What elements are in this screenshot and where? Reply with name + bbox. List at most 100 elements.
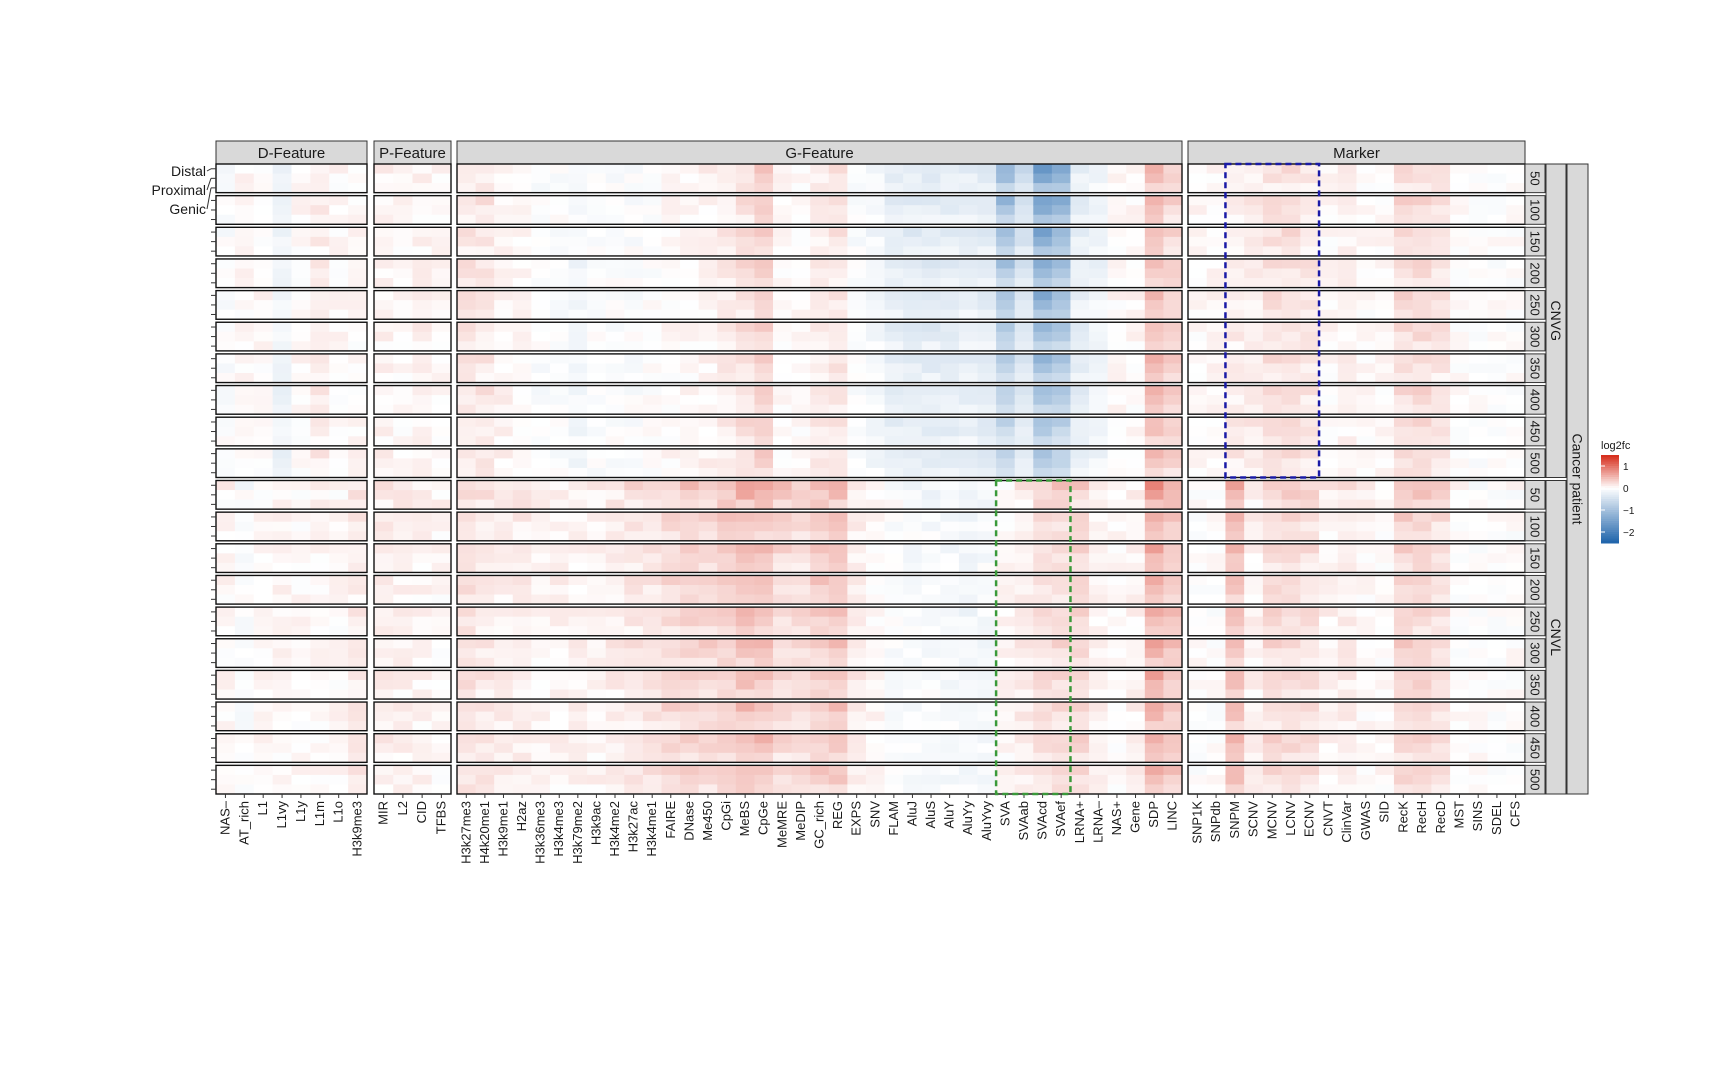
heatmap-cell-cnvg-500-gwas-proximal — [1356, 458, 1376, 469]
heatmap-cell-cnvg-100-me450-proximal — [698, 205, 718, 216]
heatmap-cell-cnvg-300-h3k79me2-distal — [568, 322, 588, 333]
heatmap-cell-cnvg-500-l1m-proximal — [310, 458, 330, 469]
heatmap-cell-cnvg-200-sdel-distal — [1487, 258, 1507, 269]
heatmap-cell-cnvg-300-medip-distal — [791, 322, 811, 333]
heatmap-cell-cnvg-150-reck-proximal — [1393, 236, 1414, 247]
heatmap-cell-cnvl-500-l1vy-distal — [272, 765, 292, 776]
heatmap-cell-cnvg-250-me450-genic — [698, 309, 718, 320]
heatmap-cell-cnvg-500-svaef-genic — [1051, 467, 1071, 478]
heatmap-cell-cnvg-200-gc-rich-proximal — [810, 268, 830, 279]
heatmap-cell-cnvl-100-h2az-genic — [512, 531, 532, 542]
heatmap-cell-cnvg-450-memre-distal — [773, 417, 793, 428]
heatmap-cell-cnvl-500-at-rich-distal — [234, 765, 255, 776]
heatmap-cell-cnvl-100-h4k20me1-genic — [475, 531, 495, 542]
heatmap-cell-cnvl-50-cfs-proximal — [1506, 490, 1526, 500]
heatmap-cell-cnvl-400-h3k27ac-distal — [624, 702, 644, 712]
heatmap-cell-cnvg-150-cfs-proximal — [1506, 236, 1526, 247]
heatmap-cell-cnvg-400-mir-proximal — [374, 395, 394, 406]
heatmap-cell-cnvg-100-svaab-distal — [1014, 195, 1034, 206]
heatmap-cell-cnvl-300-l1m-genic — [310, 657, 330, 668]
heatmap-cell-cnvl-150-linc-genic — [1163, 562, 1183, 573]
heatmap-cell-cnvl-400-sdel-proximal — [1487, 711, 1507, 722]
heatmap-cell-cnvg-250-l1y-genic — [291, 309, 311, 320]
heatmap-cell-cnvl-350-gc-rich-genic — [810, 689, 830, 700]
heatmap-cell-cnvg-50-ecnv-distal — [1300, 164, 1320, 174]
heatmap-cell-cnvg-400-reck-distal — [1393, 385, 1414, 396]
heatmap-cell-cnvl-500-cpge-genic — [754, 784, 774, 795]
heatmap-cell-cnvl-450-l1-proximal — [253, 743, 274, 754]
heatmap-cell-cnvg-350-cnvt-genic — [1319, 373, 1339, 383]
heatmap-cell-cnvg-300-cpge-proximal — [754, 331, 774, 342]
heatmap-cell-cnvg-150-h3k79me2-proximal — [568, 236, 588, 247]
heatmap-cell-cnvl-450-clinvar-genic — [1337, 752, 1357, 763]
heatmap-cell-cnvg-300-h3k27me3-proximal — [457, 331, 476, 342]
x-tick-label-snv: SNV — [867, 801, 882, 828]
heatmap-cell-cnvl-300-h3k4me2-proximal — [605, 648, 625, 659]
heatmap-cell-cnvg-250-aluj-genic — [903, 309, 923, 320]
heatmap-cell-cnvl-500-h3k79me2-distal — [568, 765, 588, 776]
heatmap-cell-cnvl-250-h4k20me1-distal — [475, 607, 495, 618]
heatmap-cell-cnvg-450-gc-rich-genic — [810, 436, 830, 447]
heatmap-cell-cnvl-500-reg-distal — [828, 765, 848, 776]
heatmap-cell-cnvl-450-h3k4me2-genic — [605, 752, 625, 763]
heatmap-cell-cnvl-100-sins-genic — [1468, 531, 1488, 542]
heatmap-cell-cnvl-200-l1-genic — [253, 594, 274, 605]
heatmap-cell-cnvg-50-reck-proximal — [1393, 173, 1414, 184]
heatmap-cell-cnvg-350-ecnv-genic — [1300, 373, 1320, 383]
heatmap-cell-cnvl-200-at-rich-genic — [234, 594, 255, 605]
heatmap-cell-cnvl-400-aluyvy-genic — [977, 721, 997, 732]
heatmap-cell-cnvl-300-medip-distal — [791, 638, 811, 649]
heatmap-cell-cnvg-200-h3k4me1-distal — [642, 258, 662, 269]
size-strip-label: 250 — [1528, 611, 1543, 633]
heatmap-cell-cnvg-450-sins-genic — [1468, 436, 1488, 447]
heatmap-cell-cnvl-150-nas-distal — [216, 543, 236, 554]
heatmap-cell-cnvl-450-medip-proximal — [791, 743, 811, 754]
heatmap-cell-cnvg-500-cid-proximal — [412, 458, 433, 469]
heatmap-cell-cnvl-200-aluyvy-distal — [977, 575, 997, 586]
heatmap-cell-cnvg-200-lcnv-distal — [1281, 258, 1301, 269]
heatmap-cell-cnvg-350-mst-genic — [1450, 373, 1470, 383]
heatmap-cell-cnvg-500-mst-distal — [1450, 448, 1470, 459]
heatmap-cell-cnvl-450-reck-proximal — [1393, 743, 1414, 754]
heatmap-cell-cnvl-300-sid-distal — [1375, 638, 1395, 649]
heatmap-cell-cnvg-350-h2az-genic — [512, 373, 532, 383]
heatmap-cell-cnvl-250-snp1k-genic — [1188, 626, 1208, 637]
heatmap-cell-cnvl-400-alus-genic — [921, 721, 941, 732]
heatmap-cell-cnvl-350-reck-genic — [1393, 689, 1414, 700]
heatmap-cell-cnvl-200-l1o-genic — [329, 594, 349, 605]
heatmap-cell-cnvl-250-sdel-proximal — [1487, 616, 1507, 627]
heatmap-cell-cnvg-350-nas-genic — [216, 373, 236, 383]
heatmap-cell-cnvg-400-snpdb-genic — [1206, 404, 1226, 415]
heatmap-cell-cnvl-300-lrna-genic — [1089, 657, 1109, 668]
heatmap-cell-cnvl-400-h3k9ac-proximal — [587, 711, 607, 722]
heatmap-cell-cnvg-500-mst-proximal — [1450, 458, 1470, 469]
heatmap-cell-cnvl-150-svaef-proximal — [1051, 553, 1071, 564]
heatmap-cell-cnvl-350-gwas-genic — [1356, 689, 1376, 700]
heatmap-cell-cnvg-300-reg-distal — [828, 322, 848, 333]
heatmap-cell-cnvg-200-svacd-distal — [1033, 258, 1053, 269]
heatmap-cell-cnvl-250-medip-distal — [791, 607, 811, 618]
heatmap-cell-cnvg-50-l2-genic — [393, 183, 413, 194]
x-tick-label-aluyy: AluYy — [960, 801, 975, 835]
heatmap-cell-cnvl-200-mcnv-distal — [1262, 575, 1283, 586]
heatmap-cell-cnvg-300-lcnv-genic — [1281, 341, 1301, 352]
heatmap-cell-cnvl-100-aluj-proximal — [903, 521, 923, 532]
heatmap-cell-cnvg-100-cid-proximal — [412, 205, 433, 216]
heatmap-cell-cnvl-50-h3k9ac-genic — [587, 499, 607, 510]
heatmap-cell-cnvl-300-aluyvy-distal — [977, 638, 997, 649]
heatmap-cell-cnvg-350-nas-genic — [1107, 373, 1127, 383]
heatmap-cell-cnvl-450-h3k79me2-proximal — [568, 743, 588, 754]
heatmap-cell-cnvg-300-linc-proximal — [1163, 331, 1183, 342]
heatmap-cell-cnvg-150-flam-genic — [884, 246, 904, 257]
heatmap-cell-cnvl-500-snp1k-genic — [1188, 784, 1208, 795]
heatmap-cell-cnvl-450-recd-genic — [1431, 752, 1451, 763]
heatmap-cell-cnvl-300-h3k9ac-genic — [587, 657, 607, 668]
heatmap-cell-cnvg-500-linc-genic — [1163, 467, 1183, 478]
heatmap-cell-cnvg-200-h3k9me3-genic — [348, 278, 368, 288]
heatmap-cell-cnvl-300-nas-genic — [1107, 657, 1127, 668]
heatmap-cell-cnvl-50-h4k20me1-genic — [475, 499, 495, 510]
heatmap-cell-cnvl-300-snv-genic — [865, 657, 885, 668]
heatmap-cell-cnvg-300-scnv-distal — [1244, 322, 1264, 333]
heatmap-cell-cnvl-350-linc-genic — [1163, 689, 1183, 700]
heatmap-cell-cnvl-350-dnase-genic — [680, 689, 700, 700]
